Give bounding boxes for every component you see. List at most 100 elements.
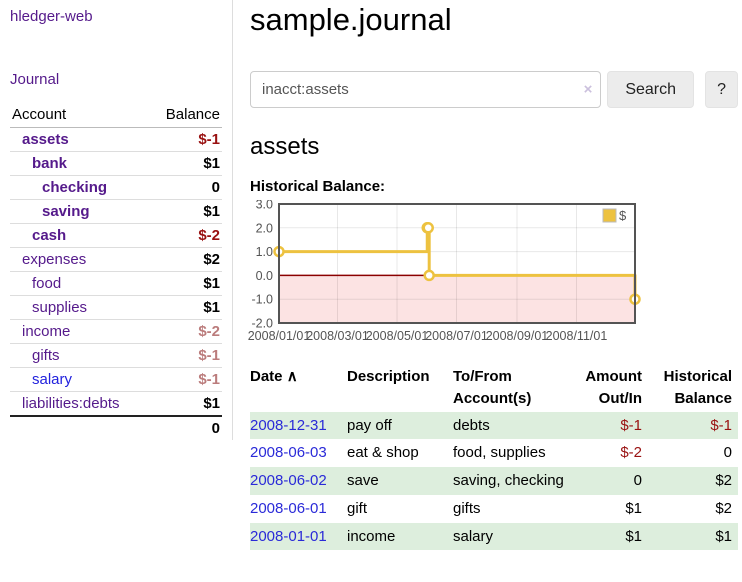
account-row: liabilities:debts $1: [10, 391, 222, 416]
main-content: sample.journal × Search ? assets Histori…: [248, 0, 738, 551]
svg-text:-1.0: -1.0: [251, 293, 273, 307]
amount-column-header: Amount Out/In: [585, 368, 642, 407]
description-column-header: Description: [347, 368, 430, 385]
transaction-description: pay off: [347, 416, 392, 434]
transaction-description: gift: [347, 499, 368, 517]
svg-text:3.0: 3.0: [256, 200, 273, 212]
account-link[interactable]: salary: [32, 371, 73, 388]
legend-swatch: [602, 208, 617, 223]
account-link[interactable]: expenses: [22, 251, 87, 268]
search-input[interactable]: [250, 71, 602, 108]
historical-balance-chart: $3.0 2.0 1.0 0.0 -1.0 -2.0 2008/01/01 2008/03/0…: [243, 198, 738, 355]
search-form: × Search ?: [250, 71, 738, 108]
transaction-date-link[interactable]: 2008-01-01: [250, 527, 327, 545]
transaction-balance: 0: [723, 444, 732, 462]
chart-title: Historical Balance:: [250, 178, 386, 195]
account-link[interactable]: liabilities:debts: [22, 395, 120, 412]
register-row: 2008-06-03 eat & shop food, supplies $-2 0: [250, 439, 738, 467]
account-link[interactable]: supplies: [32, 299, 88, 316]
account-heading: assets: [250, 133, 320, 160]
transaction-date-link[interactable]: 2008-06-02: [250, 472, 327, 489]
transaction-amount: $1: [625, 499, 642, 517]
account-balance: $1: [149, 391, 222, 416]
account-row: food $1: [10, 271, 222, 296]
account-row: saving $1: [10, 199, 222, 224]
account-balance: $-2: [149, 223, 222, 248]
account-balance: 0: [149, 175, 222, 200]
account-balance: $1: [149, 151, 222, 176]
search-button[interactable]: Search: [607, 71, 695, 108]
transaction-accounts: gifts: [453, 499, 481, 517]
account-link[interactable]: bank: [32, 155, 68, 172]
svg-text:2008/09/01: 2008/09/01: [486, 329, 549, 343]
account-row: checking 0: [10, 175, 222, 200]
transaction-amount: 0: [633, 472, 642, 489]
svg-text:2.0: 2.0: [256, 221, 273, 235]
account-column-header: Account: [10, 103, 150, 128]
account-row: supplies $1: [10, 295, 222, 320]
account-row: income $-2: [10, 319, 222, 344]
register-row: 2008-06-02 save saving, checking 0 $2: [250, 467, 738, 495]
account-balance: $1: [149, 295, 222, 320]
svg-text:2008/01/01: 2008/01/01: [248, 329, 311, 343]
svg-text:2008/05/01: 2008/05/01: [366, 329, 429, 343]
svg-text:2008/03/01: 2008/03/01: [306, 329, 369, 343]
transaction-balance: $1: [715, 527, 732, 545]
account-row: bank $1: [10, 151, 222, 176]
account-link[interactable]: saving: [42, 203, 90, 220]
app-title-link[interactable]: hledger-web: [10, 8, 93, 25]
account-balance: $2: [149, 247, 222, 272]
sidebar-item-journal[interactable]: Journal: [10, 71, 60, 88]
account-link[interactable]: checking: [42, 179, 108, 196]
date-column-header[interactable]: Date ∧: [250, 368, 298, 385]
transaction-date-link[interactable]: 2008-06-03: [250, 444, 327, 462]
account-link[interactable]: income: [22, 323, 71, 340]
account-row: gifts $-1: [10, 343, 222, 368]
balance-column-header: Balance: [149, 103, 222, 128]
legend-label: $: [619, 208, 627, 223]
transaction-description: income: [347, 527, 396, 545]
svg-text:-2.0: -2.0: [251, 317, 273, 331]
svg-text:2008/11/01: 2008/11/01: [546, 329, 608, 343]
account-row: expenses $2: [10, 247, 222, 272]
register-row: 2008-06-01 gift gifts $1 $2: [250, 495, 738, 523]
transaction-balance: $2: [715, 499, 732, 517]
accounts-column-header: To/From Account(s): [453, 368, 532, 407]
transaction-accounts: saving, checking: [453, 472, 564, 489]
account-row: assets $-1: [10, 128, 222, 152]
transaction-balance: $-1: [710, 416, 732, 434]
transaction-accounts: salary: [453, 527, 494, 545]
sort-ascending-icon: ∧: [286, 368, 298, 385]
transaction-description: save: [347, 472, 379, 489]
register-row: 2008-01-01 income salary $1 $1: [250, 522, 738, 551]
total-row: 0: [10, 415, 222, 440]
account-balance: $1: [149, 271, 222, 296]
account-link[interactable]: gifts: [32, 347, 60, 364]
transaction-amount: $-1: [620, 416, 642, 434]
account-link[interactable]: cash: [32, 227, 67, 244]
account-balance: $-1: [149, 367, 222, 392]
account-link[interactable]: assets: [22, 131, 69, 148]
clear-search-icon[interactable]: ×: [583, 81, 593, 98]
account-balance: $1: [149, 199, 222, 224]
transaction-accounts: debts: [453, 416, 490, 434]
transaction-amount: $-2: [620, 444, 642, 462]
account-balance: $-1: [198, 131, 220, 148]
account-link[interactable]: food: [32, 275, 62, 292]
sidebar: hledger-web Journal Account Balance asse…: [0, 0, 233, 440]
register-row: 2008-12-31 pay off debts $-1 $-1: [250, 411, 738, 440]
register-table: Date ∧ Description To/From Account(s) Am…: [250, 364, 738, 551]
transaction-date-link[interactable]: 2008-06-01: [250, 499, 327, 517]
help-button[interactable]: ?: [705, 71, 738, 108]
transaction-accounts: food, supplies: [453, 444, 546, 462]
svg-text:2008/07/01: 2008/07/01: [425, 329, 488, 343]
transaction-amount: $1: [625, 527, 642, 545]
account-balance: $-2: [149, 319, 222, 344]
page-title: sample.journal: [250, 2, 452, 37]
account-tree-table: Account Balance assets $-1 bank $1 checking 0…: [10, 103, 222, 440]
transaction-balance: $2: [715, 472, 732, 489]
transaction-date-link[interactable]: 2008-12-31: [250, 416, 327, 434]
transaction-description: eat & shop: [347, 444, 419, 462]
account-balance: $-1: [149, 343, 222, 368]
account-row: salary $-1: [10, 367, 222, 392]
